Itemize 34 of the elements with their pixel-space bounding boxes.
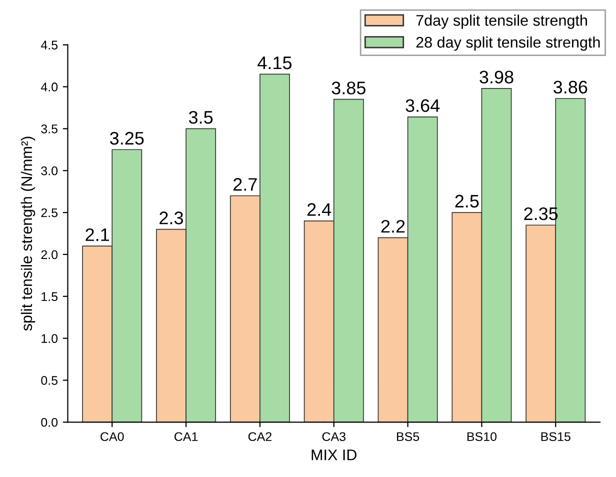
y-tick-label: 1.5 bbox=[42, 292, 58, 302]
x-tick-label: CA3 bbox=[322, 432, 346, 442]
data-label: 3.25 bbox=[110, 132, 144, 145]
legend-label: 28 day split tensile strength bbox=[416, 36, 600, 51]
y-tick-label: 4.0 bbox=[40, 82, 58, 92]
y-tick-label: 0.5 bbox=[41, 376, 58, 385]
data-label: 2.3 bbox=[160, 212, 184, 224]
legend-label: 7day split tensile strength bbox=[416, 14, 587, 29]
y-tick-label: 2.5 bbox=[41, 208, 58, 218]
x-tick-label: BS10 bbox=[467, 432, 497, 442]
y-tick-label: 3.5 bbox=[41, 124, 58, 134]
x-tick-label: CA2 bbox=[248, 432, 272, 442]
y-tick-label: 0.0 bbox=[41, 418, 58, 427]
x-tick-label: BS5 bbox=[397, 432, 420, 442]
data-label: 2.1 bbox=[86, 228, 109, 241]
x-tick-label: BS15 bbox=[541, 432, 570, 442]
data-label: 3.86 bbox=[554, 80, 588, 94]
y-tick-label: 2.0 bbox=[41, 250, 58, 260]
data-label: 2.4 bbox=[307, 203, 332, 216]
data-label: 3.5 bbox=[188, 110, 213, 124]
data-label: 4.15 bbox=[258, 56, 292, 70]
x-tick-label: CA0 bbox=[100, 432, 124, 442]
y-tick-label: 1.0 bbox=[42, 334, 58, 343]
data-label: 2.5 bbox=[455, 194, 479, 208]
data-label: 3.85 bbox=[332, 82, 366, 94]
data-label: 2.7 bbox=[234, 178, 257, 191]
x-axis-title: MIX ID bbox=[312, 450, 356, 460]
data-label: 3.98 bbox=[480, 70, 514, 84]
y-tick-label: 4.5 bbox=[40, 40, 58, 50]
data-label: 2.2 bbox=[381, 220, 405, 233]
x-tick-label: CA1 bbox=[174, 432, 198, 442]
y-axis-title: split tensile strength (N/mm²) bbox=[20, 136, 36, 331]
data-label: 3.64 bbox=[406, 99, 440, 112]
y-tick-label: 3.0 bbox=[41, 166, 58, 176]
